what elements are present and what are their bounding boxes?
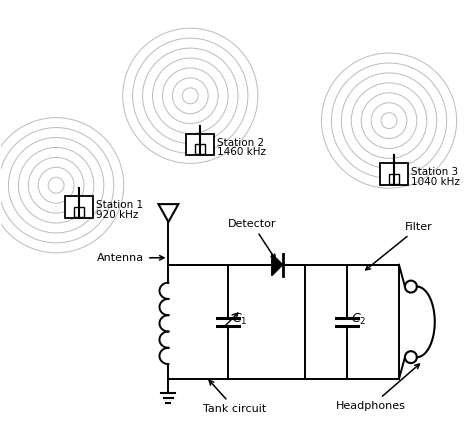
Text: Station 2: Station 2: [217, 138, 264, 147]
Polygon shape: [272, 254, 283, 276]
Text: Tank circuit: Tank circuit: [203, 381, 266, 414]
Text: 920 kHz: 920 kHz: [96, 210, 138, 220]
Text: Station 1: Station 1: [96, 200, 143, 210]
Text: Headphones: Headphones: [337, 364, 419, 411]
FancyBboxPatch shape: [65, 196, 93, 218]
Text: 1040 kHz: 1040 kHz: [411, 177, 460, 187]
FancyBboxPatch shape: [186, 134, 214, 155]
Text: Station 3: Station 3: [411, 167, 458, 177]
Text: $C_1$: $C_1$: [232, 312, 247, 327]
Text: Antenna: Antenna: [97, 253, 164, 263]
FancyBboxPatch shape: [389, 174, 399, 184]
FancyBboxPatch shape: [74, 207, 84, 217]
Text: 1460 kHz: 1460 kHz: [217, 147, 266, 158]
Text: $C_2$: $C_2$: [351, 312, 366, 327]
FancyBboxPatch shape: [195, 144, 205, 155]
FancyBboxPatch shape: [380, 163, 408, 185]
Text: Detector: Detector: [228, 219, 276, 259]
Text: Filter: Filter: [366, 222, 433, 270]
